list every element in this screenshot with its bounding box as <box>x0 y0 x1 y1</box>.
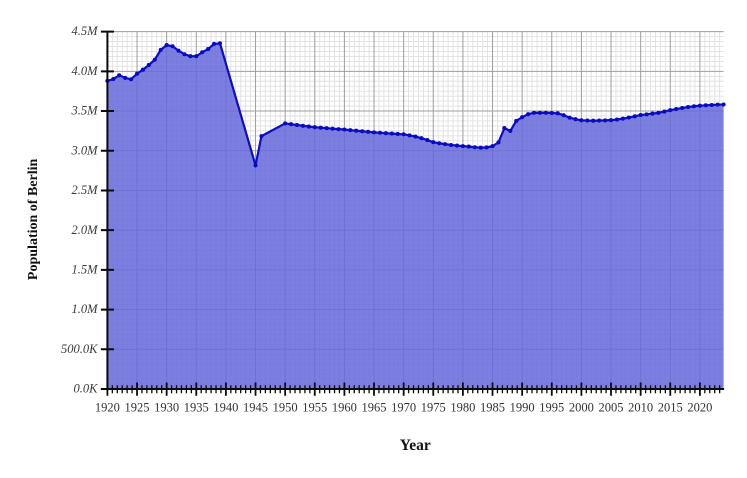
svg-text:1940: 1940 <box>213 401 238 415</box>
svg-text:1955: 1955 <box>302 401 327 415</box>
svg-text:1925: 1925 <box>125 401 150 415</box>
svg-text:1935: 1935 <box>184 401 209 415</box>
svg-text:3.5M: 3.5M <box>70 104 98 118</box>
svg-text:0.0K: 0.0K <box>74 382 99 396</box>
svg-text:2010: 2010 <box>628 401 653 415</box>
svg-text:500.0K: 500.0K <box>61 342 98 356</box>
svg-text:1960: 1960 <box>332 401 357 415</box>
svg-text:2015: 2015 <box>658 401 683 415</box>
svg-text:2005: 2005 <box>599 401 624 415</box>
svg-text:Population of Berlin: Population of Berlin <box>26 159 41 281</box>
svg-text:1950: 1950 <box>273 401 298 415</box>
svg-text:4.0M: 4.0M <box>71 64 98 78</box>
svg-text:1945: 1945 <box>243 401 268 415</box>
svg-text:1920: 1920 <box>95 401 120 415</box>
svg-text:1970: 1970 <box>391 401 416 415</box>
svg-text:1.5M: 1.5M <box>71 262 98 276</box>
svg-text:1965: 1965 <box>362 401 387 415</box>
svg-text:2.5M: 2.5M <box>71 183 98 197</box>
svg-text:1975: 1975 <box>421 401 446 415</box>
svg-text:1930: 1930 <box>154 401 179 415</box>
svg-text:2.0M: 2.0M <box>71 223 98 237</box>
svg-text:4.5M: 4.5M <box>71 24 98 38</box>
svg-text:1980: 1980 <box>450 401 475 415</box>
svg-text:1990: 1990 <box>510 401 535 415</box>
svg-text:2020: 2020 <box>687 401 712 415</box>
svg-text:1995: 1995 <box>539 401 564 415</box>
svg-text:1.0M: 1.0M <box>71 302 98 316</box>
svg-text:3.0M: 3.0M <box>70 143 98 157</box>
svg-text:2000: 2000 <box>569 401 594 415</box>
svg-text:Year: Year <box>400 437 431 454</box>
svg-text:1985: 1985 <box>480 401 505 415</box>
